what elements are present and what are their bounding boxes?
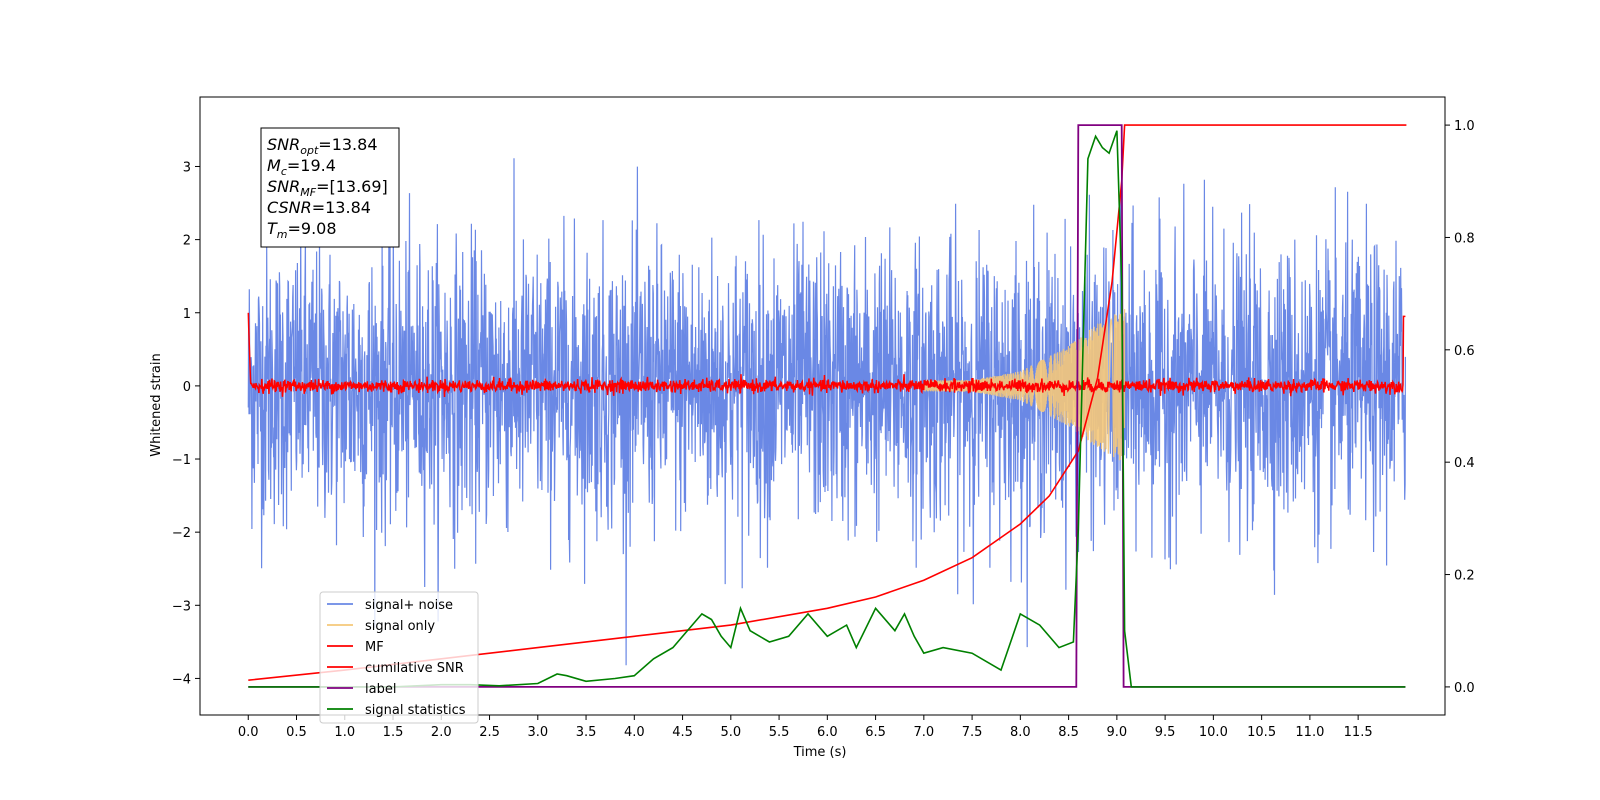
legend-entry: signal statistics xyxy=(365,703,466,718)
x-tick-label: 8.0 xyxy=(1010,725,1031,740)
x-tick-label: 6.5 xyxy=(865,725,886,740)
series-signal-only xyxy=(923,309,1126,461)
x-tick-label: 8.5 xyxy=(1058,725,1079,740)
x-tick-label: 9.5 xyxy=(1155,725,1176,740)
x-tick-label: 0.0 xyxy=(238,725,259,740)
legend-entry: cumilative SNR xyxy=(365,661,464,676)
x-tick-label: 2.0 xyxy=(431,725,452,740)
y-tick-label: 0 xyxy=(183,380,191,395)
x-tick-label: 11.5 xyxy=(1344,725,1373,740)
series-signal-statistics xyxy=(248,130,1406,688)
y-tick-label: 3 xyxy=(183,160,191,175)
x-tick-label: 7.0 xyxy=(913,725,934,740)
legend-entry: signal only xyxy=(365,619,435,634)
x-tick-label: 6.0 xyxy=(817,725,838,740)
legend-entry: label xyxy=(365,682,396,697)
x-tick-label: 10.0 xyxy=(1199,725,1228,740)
y-tick-label: −3 xyxy=(172,599,191,614)
y-tick-label: 1 xyxy=(183,307,191,322)
y-tick-label: 2 xyxy=(183,234,191,249)
y-tick-label: −1 xyxy=(172,453,191,468)
x-tick-label: 7.5 xyxy=(962,725,983,740)
x-tick-label: 3.5 xyxy=(576,725,597,740)
y-axis-label: Whitened strain xyxy=(149,353,164,456)
annotation-line: Tm=9.08 xyxy=(267,219,337,241)
series-cumulative-snr xyxy=(248,124,1407,681)
series-signal-noise xyxy=(247,158,1406,666)
y2-tick-label: 0.8 xyxy=(1454,231,1475,246)
x-axis-label: Time (s) xyxy=(793,745,847,760)
y2-tick-label: 0.0 xyxy=(1454,681,1475,696)
x-tick-label: 4.0 xyxy=(624,725,645,740)
y2-tick-label: 1.0 xyxy=(1454,119,1475,134)
x-tick-label: 5.5 xyxy=(769,725,790,740)
legend-entry: MF xyxy=(365,640,384,655)
series-mf xyxy=(247,312,1406,398)
legend: signal+ noise signal only MF cumilative SNR… xyxy=(319,591,479,724)
x-tick-label: 5.0 xyxy=(720,725,741,740)
y2-tick-label: 0.4 xyxy=(1454,456,1475,471)
y-tick-label: −4 xyxy=(172,672,191,687)
y2-tick-label: 0.2 xyxy=(1454,569,1475,584)
annotation-line: CSNR=13.84 xyxy=(267,198,371,217)
annotation-line: SNRMF=[13.69] xyxy=(267,177,388,199)
series-layer xyxy=(247,124,1407,688)
y2-tick-label: 0.6 xyxy=(1454,344,1475,359)
y2-axis: 1.0 0.8 0.6 0.4 0.2 0.0 xyxy=(1445,119,1475,696)
legend-frame xyxy=(319,591,479,724)
y-tick-label: −2 xyxy=(172,526,191,541)
x-tick-label: 4.5 xyxy=(672,725,693,740)
x-tick-label: 3.0 xyxy=(527,725,548,740)
annotation-line: SNRopt=13.84 xyxy=(267,135,378,157)
annotation-line: Mc=19.4 xyxy=(267,156,336,178)
x-tick-label: 10.5 xyxy=(1247,725,1276,740)
x-tick-label: 2.5 xyxy=(479,725,500,740)
x-tick-label: 1.5 xyxy=(383,725,404,740)
x-tick-label: 0.5 xyxy=(286,725,307,740)
plot-frame xyxy=(199,96,1446,716)
legend-entry: signal+ noise xyxy=(365,598,453,613)
x-axis: 0.0 0.5 1.0 1.5 2.0 2.5 3.0 3.5 4.0 4.5 5.0 5.5 6.0 6… xyxy=(238,715,1373,740)
stats-annotation-box: SNRopt=13.84Mc=19.4SNRMF=[13.69]CSNR=13.… xyxy=(260,127,400,248)
annotation-frame xyxy=(260,127,400,248)
y-axis: 3 2 1 0 −1 −2 −3 −4 xyxy=(172,160,200,687)
x-tick-label: 11.0 xyxy=(1295,725,1324,740)
x-tick-label: 1.0 xyxy=(334,725,355,740)
x-tick-label: 9.0 xyxy=(1107,725,1128,740)
